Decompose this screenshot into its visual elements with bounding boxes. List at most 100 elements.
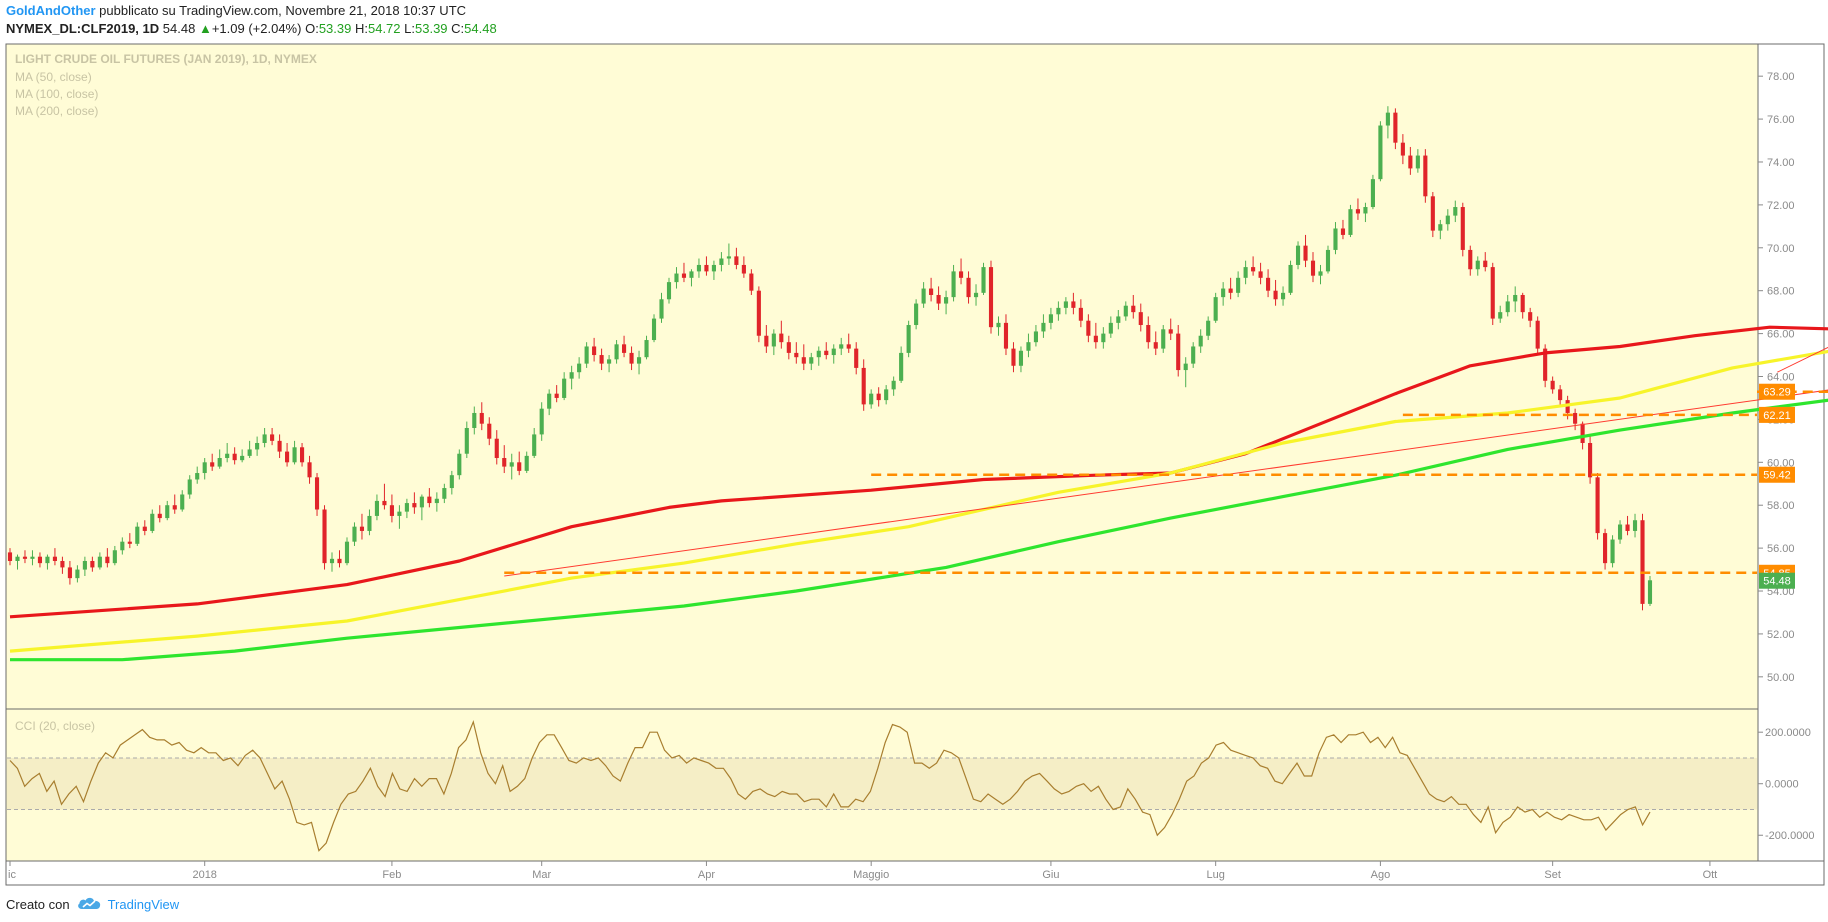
candle: [921, 282, 926, 308]
candle: [344, 537, 350, 566]
candle: [165, 500, 170, 521]
cci-axis-ticks: 200.0000 0.0000 -200.0000: [1758, 727, 1815, 842]
candle: [524, 451, 529, 474]
cci-band: [7, 757, 1757, 810]
candle: [202, 458, 207, 480]
candle: [1041, 314, 1046, 338]
candle: [389, 494, 394, 523]
candle: [1116, 310, 1121, 330]
svg-text:59.42: 59.42: [1763, 470, 1791, 482]
candle: [1610, 535, 1615, 568]
candle: [562, 372, 567, 401]
y-tick-label: 72.00: [1767, 200, 1795, 212]
candle: [247, 440, 252, 459]
candle: [1550, 376, 1555, 394]
level-badge: 62.21: [1759, 406, 1795, 423]
y-tick-label: 70.00: [1767, 243, 1795, 255]
candle: [1490, 262, 1495, 326]
candle: [67, 560, 72, 585]
candle: [277, 434, 282, 459]
last-price-badge: 54.48: [1759, 572, 1795, 589]
candle: [37, 552, 43, 568]
candle: [577, 357, 582, 379]
time-axis-ticks: ic2018FebMarAprMaggioGiuLugAgoSetOttNovD…: [8, 861, 1717, 881]
candle: [509, 453, 514, 480]
candle: [427, 488, 432, 508]
candle: [1595, 473, 1600, 540]
candle: [502, 445, 507, 474]
candle: [1138, 303, 1143, 332]
legend-ma50: MA (50, close): [15, 70, 92, 84]
candle: [1086, 314, 1091, 343]
candle: [876, 387, 881, 407]
candle: [1108, 316, 1113, 338]
candle: [255, 436, 260, 456]
candle: [30, 550, 35, 566]
trendline[interactable]: [504, 304, 1828, 577]
author-link[interactable]: GoldAndOther: [6, 3, 96, 18]
candle: [951, 264, 956, 302]
candle: [1303, 234, 1308, 268]
series-line: [9, 325, 1828, 619]
candle: [824, 342, 829, 360]
candle: [180, 490, 185, 512]
symbol-info: NYMEX_DL:CLF2019, 1D 54.48 ▲+1.09 (+2.04…: [6, 21, 497, 36]
candle: [1123, 301, 1128, 321]
candle: [1423, 149, 1428, 203]
candle: [996, 316, 1001, 336]
candle: [554, 385, 559, 403]
candle: [794, 342, 799, 364]
candle: [756, 286, 761, 343]
y-tick-label: 66.00: [1767, 329, 1795, 341]
candle: [1333, 222, 1338, 255]
candle: [936, 286, 941, 310]
candle: [472, 406, 477, 435]
candle: [696, 258, 702, 278]
last-price: 54.48: [162, 21, 196, 36]
candle: [1355, 198, 1361, 220]
cci-tick-label: 200.0000: [1765, 727, 1811, 739]
candle: [1168, 318, 1173, 341]
candle: [764, 325, 769, 353]
candle: [1288, 260, 1293, 295]
candle: [749, 269, 754, 295]
price-axis-ticks: 78.00 76.00 74.00 72.00 70.00 68.00 66.00 64.00…: [1758, 71, 1795, 684]
x-tick-label: 2018: [192, 869, 216, 881]
candle: [719, 252, 724, 272]
candle: [771, 329, 776, 356]
svg-text:54.48: 54.48: [1763, 576, 1791, 588]
level-badge: 59.42: [1759, 466, 1795, 483]
candle: [1603, 528, 1608, 570]
candle: [1617, 520, 1623, 544]
low-label: L:: [404, 21, 415, 36]
candle: [1393, 108, 1398, 150]
candle: [741, 256, 746, 278]
tradingview-cloud-icon[interactable]: [76, 896, 102, 913]
candle: [607, 355, 612, 373]
candle: [681, 262, 687, 283]
candle: [262, 427, 267, 448]
cci-tick-label: -200.0000: [1765, 830, 1815, 842]
high-value: 54.72: [367, 21, 401, 36]
legend-ma200: MA (200, close): [15, 104, 98, 118]
candle: [899, 346, 904, 383]
candle: [1266, 269, 1271, 298]
candle: [629, 346, 634, 371]
candle: [1258, 262, 1263, 285]
candle: [52, 548, 57, 566]
candle: [195, 466, 200, 484]
candle: [1221, 282, 1226, 306]
candle: [404, 498, 409, 519]
chart-canvas[interactable]: 78.00 76.00 74.00 72.00 70.00 68.00 66.00 64.00…: [0, 0, 1828, 890]
candle: [292, 440, 297, 465]
publish-info: GoldAndOther pubblicato su TradingView.c…: [6, 3, 466, 18]
high-label: H:: [354, 21, 368, 36]
candle: [457, 449, 462, 480]
candle: [210, 453, 215, 471]
candle: [1310, 252, 1316, 283]
y-tick-label: 76.00: [1767, 114, 1795, 126]
candle: [1048, 307, 1053, 330]
y-tick-label: 50.00: [1767, 672, 1795, 684]
candle: [929, 277, 934, 302]
tradingview-link[interactable]: TradingView: [107, 897, 180, 912]
